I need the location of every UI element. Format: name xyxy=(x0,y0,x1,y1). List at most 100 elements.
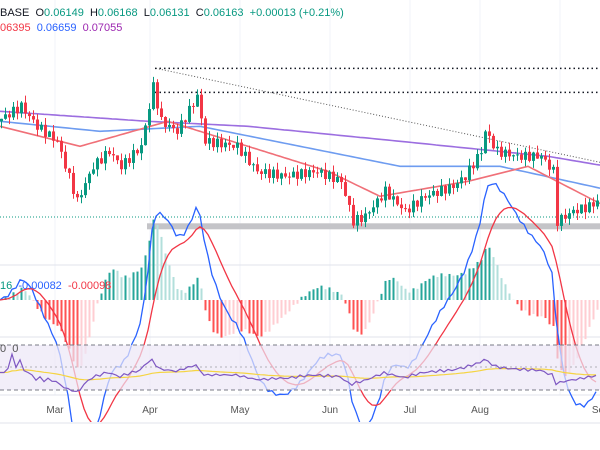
high-label: H xyxy=(89,7,98,19)
candle-body xyxy=(420,196,423,207)
close-value: 0.06163 xyxy=(203,7,244,19)
macd-histogram-bar xyxy=(500,278,503,300)
candle-body xyxy=(344,182,347,196)
macd-histogram-bar xyxy=(36,300,39,309)
macd-histogram-bar xyxy=(268,300,271,332)
candle-body xyxy=(484,131,487,154)
candle-body xyxy=(288,176,291,178)
macd-histogram-bar xyxy=(592,300,595,320)
macd-histogram-bar xyxy=(104,279,107,300)
candle-body xyxy=(592,202,595,207)
macd-histogram-bar xyxy=(376,300,379,302)
macd-histogram-bar xyxy=(172,276,175,300)
macd-histogram-bar xyxy=(572,300,575,365)
candle-body xyxy=(88,173,91,184)
candle-body xyxy=(4,114,7,119)
candle-body xyxy=(580,204,583,214)
candle-body xyxy=(244,151,247,156)
candle-body xyxy=(380,198,383,201)
candle-body xyxy=(492,135,495,149)
macd-histogram-bar xyxy=(584,300,587,340)
macd-histogram-bar xyxy=(548,300,551,325)
candle-body xyxy=(12,106,15,118)
x-tick-label: Mar xyxy=(46,405,64,416)
x-tick-label: Jun xyxy=(322,405,338,416)
candle-body xyxy=(400,204,403,209)
macd-histogram-bar xyxy=(448,273,451,300)
candle-body xyxy=(84,183,87,196)
candle-body xyxy=(320,169,323,173)
macd-histogram-bar xyxy=(472,268,475,300)
candle-body xyxy=(428,195,431,198)
candle-body xyxy=(508,149,511,157)
macd-histogram-bar xyxy=(504,284,507,300)
candle-body xyxy=(176,128,179,134)
macd-histogram-bar xyxy=(108,272,111,300)
macd-histogram-bar xyxy=(212,300,215,333)
macd-histogram-bar xyxy=(324,289,327,300)
candle-body xyxy=(72,172,75,194)
macd-histogram-bar xyxy=(532,300,535,315)
macd-histogram-bar xyxy=(388,280,391,300)
candle-body xyxy=(172,124,175,129)
candle-body xyxy=(588,202,591,213)
candle-body xyxy=(452,184,455,188)
macd-histogram-bar xyxy=(20,287,23,300)
macd-histogram-bar xyxy=(552,300,555,326)
candle-body xyxy=(396,196,399,205)
macd-histogram-bar xyxy=(200,288,203,300)
candle-body xyxy=(356,214,359,226)
candle-body xyxy=(124,158,127,170)
macd-histogram-bar xyxy=(316,288,319,300)
candle-body xyxy=(368,212,371,214)
ma-purple-value: 0.07055 xyxy=(82,22,123,34)
x-tick-label: Aug xyxy=(471,405,489,416)
candle-body xyxy=(16,106,19,114)
footer xyxy=(0,422,600,450)
macd-histogram-bar xyxy=(44,300,47,319)
macd-histogram-bar xyxy=(468,268,471,300)
candle-body xyxy=(516,154,519,156)
candle-body xyxy=(284,173,287,177)
candle-body xyxy=(184,120,187,122)
candle-body xyxy=(496,146,499,149)
candle-body xyxy=(268,169,271,178)
macd-histogram-bar xyxy=(344,300,347,304)
trendline xyxy=(155,67,600,163)
macd-hist-value: 16 xyxy=(0,280,13,292)
macd-histogram-bar xyxy=(452,275,455,300)
candle-body xyxy=(444,185,447,194)
candle-body xyxy=(140,145,143,154)
candle-body xyxy=(180,120,183,134)
candle-body xyxy=(208,138,211,144)
candle-body xyxy=(256,164,259,172)
macd-histogram-bar xyxy=(128,277,131,300)
candle-body xyxy=(304,169,307,178)
macd-histogram-bar xyxy=(64,300,67,343)
macd-legend: 16 -0.00082 -0.00098 xyxy=(0,280,111,292)
macd-histogram-bar xyxy=(168,265,171,300)
macd-histogram-bar xyxy=(140,267,143,300)
macd-histogram-bar xyxy=(164,253,167,300)
macd-histogram-bar xyxy=(308,291,311,300)
macd-histogram-bar xyxy=(16,292,19,300)
macd-histogram-bar xyxy=(184,292,187,300)
legend: BASE O0.06149 H0.06168 L0.06131 C0.06163… xyxy=(0,6,344,36)
candle-body xyxy=(468,165,471,181)
candle-body xyxy=(568,213,571,219)
rsi-legend: 0 0 xyxy=(0,343,18,355)
macd-histogram-bar xyxy=(372,300,375,314)
ma-red-line xyxy=(0,120,600,205)
macd-histogram-bar xyxy=(120,277,123,300)
macd-histogram-bar xyxy=(352,300,355,330)
macd-histogram-bar xyxy=(492,257,495,300)
rsi-value-2: 0 xyxy=(12,343,19,355)
ma-blue-value: 0.06659 xyxy=(36,22,77,34)
macd-histogram-bar xyxy=(416,288,419,300)
candle-body xyxy=(544,155,547,160)
macd-histogram-bar xyxy=(56,300,59,326)
candle-body xyxy=(384,186,387,201)
macd-histogram-bar xyxy=(328,287,331,300)
candle-body xyxy=(248,151,251,165)
